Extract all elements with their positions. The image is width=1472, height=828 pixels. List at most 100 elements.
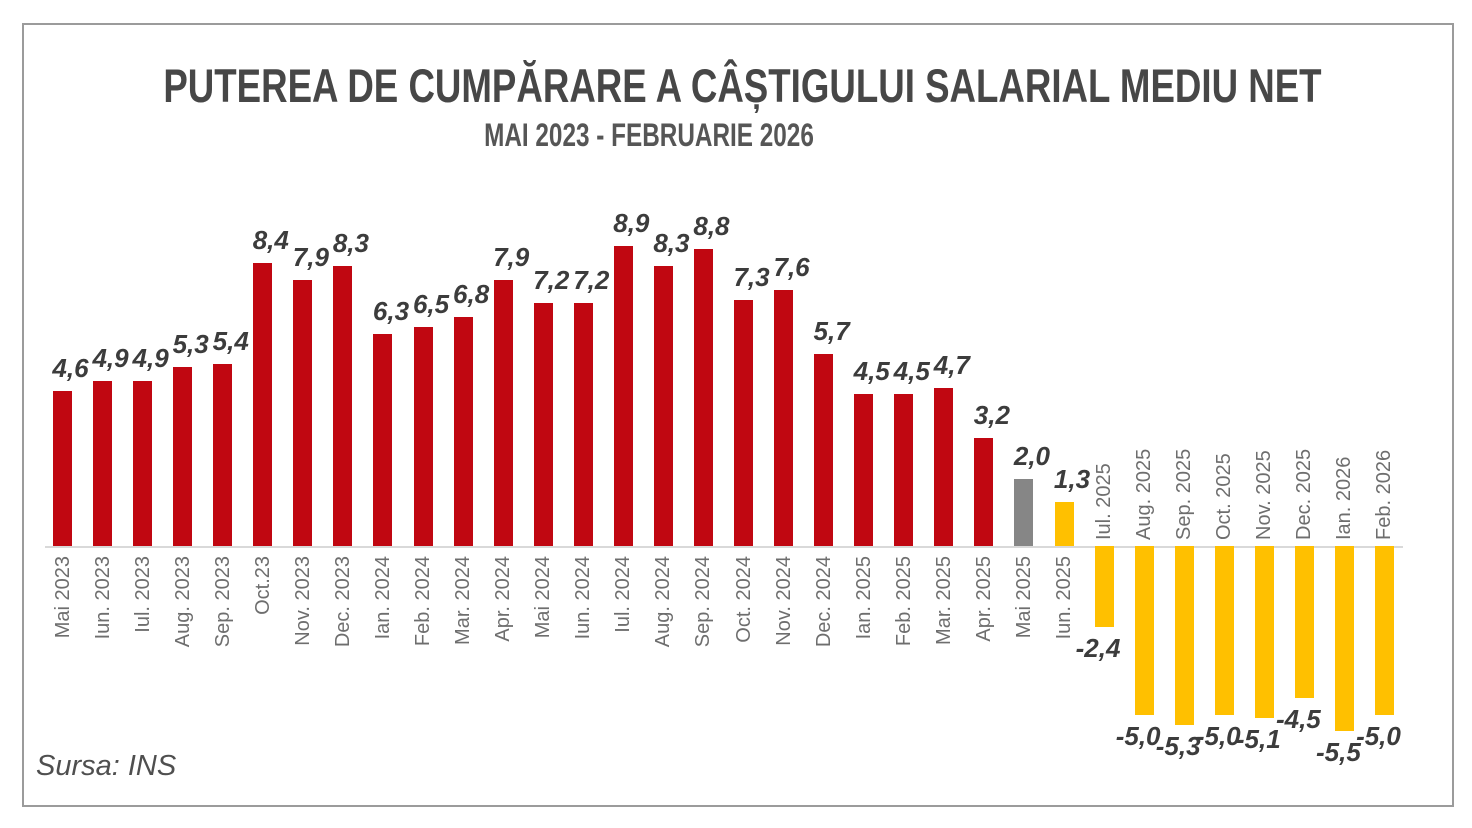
- bar-Iun. 2025: [1054, 502, 1074, 546]
- bar-Sep. 2023: [213, 364, 233, 546]
- bar-Iul. 2023: [133, 380, 153, 546]
- category-label: Apr. 2024: [492, 556, 515, 642]
- bar-Aug. 2025: [1134, 546, 1154, 715]
- category-label: Feb. 2024: [412, 556, 435, 647]
- value-label: -2,4: [1075, 632, 1121, 663]
- value-label: 6,8: [453, 278, 490, 309]
- value-label: 4,9: [92, 342, 129, 373]
- bar-Apr. 2025: [974, 438, 994, 546]
- value-label: 7,6: [773, 251, 810, 282]
- source-credit: Sursa: INS: [36, 750, 177, 782]
- bar-Dec. 2024: [814, 353, 834, 546]
- bar-Dec. 2025: [1294, 546, 1314, 698]
- value-label: 6,5: [412, 288, 450, 319]
- category-label: Apr. 2025: [972, 556, 995, 642]
- value-label: -5,1: [1235, 723, 1281, 754]
- category-label: Mar. 2025: [932, 556, 955, 645]
- category-label: Aug. 2025: [1133, 448, 1156, 540]
- value-label: 7,3: [733, 261, 770, 292]
- bar-Aug. 2024: [653, 266, 673, 546]
- bar-Ian. 2025: [854, 394, 874, 546]
- category-label: Aug. 2023: [171, 556, 194, 648]
- bar-Nov. 2025: [1254, 546, 1274, 718]
- chart-subtitle: MAI 2023 - FEBRUARIE 2026: [484, 117, 814, 153]
- value-label: -5,3: [1155, 730, 1201, 761]
- bar-Oct. 2024: [734, 299, 754, 546]
- bar-Feb. 2026: [1374, 546, 1394, 715]
- category-label: Nov. 2025: [1253, 450, 1276, 540]
- bar-Iun. 2023: [93, 380, 113, 546]
- value-label: 8,4: [252, 224, 289, 255]
- value-label: 8,9: [613, 208, 650, 239]
- bar-Ian. 2026: [1334, 546, 1354, 732]
- category-label: Ian. 2024: [371, 556, 394, 640]
- category-label: Dec. 2023: [331, 556, 354, 648]
- value-label: 7,9: [493, 241, 530, 272]
- category-label: Iul. 2025: [1093, 463, 1116, 540]
- category-label: Mar. 2024: [452, 556, 475, 645]
- category-label: Oct. 2025: [1213, 453, 1236, 540]
- value-label: 8,3: [653, 228, 690, 259]
- value-label: 7,9: [292, 241, 329, 272]
- x-axis-line: [45, 546, 1403, 548]
- value-label: -5,0: [1356, 720, 1401, 751]
- value-label: 4,5: [893, 356, 930, 387]
- bar-Iul. 2025: [1094, 546, 1114, 627]
- value-label: 1,3: [1053, 464, 1091, 495]
- bar-Oct. 2025: [1214, 546, 1234, 715]
- category-label: Iul. 2024: [612, 556, 635, 633]
- category-label: Ian. 2026: [1333, 456, 1356, 540]
- category-label: Feb. 2025: [892, 556, 915, 647]
- category-label: Sep. 2024: [692, 556, 715, 648]
- category-label: Aug. 2024: [652, 556, 675, 648]
- value-label: -5,0: [1195, 720, 1241, 751]
- category-label: Nov. 2024: [772, 556, 795, 646]
- bar-Mai 2024: [533, 303, 553, 546]
- value-label: 7,2: [573, 265, 610, 296]
- value-label: 4,7: [933, 349, 970, 380]
- category-label: Oct. 2024: [732, 556, 755, 643]
- bar-Ian. 2024: [373, 333, 393, 546]
- bar-Oct.23: [253, 262, 273, 546]
- category-label: Mai 2025: [1012, 556, 1035, 639]
- bar-Nov. 2023: [293, 279, 313, 546]
- bar-Iun. 2024: [573, 303, 593, 546]
- value-label: 2,0: [1013, 440, 1051, 471]
- category-label: Oct.23: [251, 556, 274, 615]
- category-label: Nov. 2023: [291, 556, 314, 646]
- value-label: 8,3: [332, 228, 369, 259]
- bar-Dec. 2023: [333, 266, 353, 546]
- value-label: -5,0: [1115, 720, 1161, 751]
- chart-title: PUTEREA DE CUMPĂRARE A CÂȘTIGULUI SALARI…: [163, 59, 1322, 112]
- category-label: Sep. 2023: [211, 556, 234, 648]
- value-label: 4,9: [132, 342, 169, 373]
- bar-Mar. 2024: [453, 316, 473, 546]
- bar-Aug. 2023: [173, 367, 193, 546]
- bar-Sep. 2025: [1174, 546, 1194, 725]
- category-label: Ian. 2025: [852, 556, 875, 640]
- bar-Sep. 2024: [693, 249, 713, 546]
- bar-Mar. 2025: [934, 387, 954, 546]
- value-label: 4,6: [52, 352, 89, 383]
- category-label: Mai 2023: [51, 556, 74, 639]
- value-label: 5,3: [172, 329, 209, 360]
- value-label: 3,2: [973, 400, 1010, 431]
- category-label: Dec. 2024: [812, 556, 835, 648]
- value-label: 7,2: [533, 265, 570, 296]
- category-label: Iun. 2023: [91, 556, 114, 640]
- bar-Apr. 2024: [493, 279, 513, 546]
- bar-Mai 2025: [1014, 478, 1034, 546]
- category-label: Feb. 2026: [1373, 449, 1396, 540]
- value-label: -4,5: [1275, 703, 1321, 734]
- category-label: Sep. 2025: [1173, 448, 1196, 540]
- bar-Feb. 2025: [894, 394, 914, 546]
- value-label: 8,8: [693, 211, 730, 242]
- category-label: Mai 2024: [532, 556, 555, 639]
- category-label: Dec. 2025: [1293, 448, 1316, 540]
- value-label: -5,5: [1316, 737, 1361, 768]
- bar-Iul. 2024: [613, 246, 633, 546]
- value-label: 5,7: [813, 315, 850, 346]
- value-label: 4,5: [853, 356, 890, 387]
